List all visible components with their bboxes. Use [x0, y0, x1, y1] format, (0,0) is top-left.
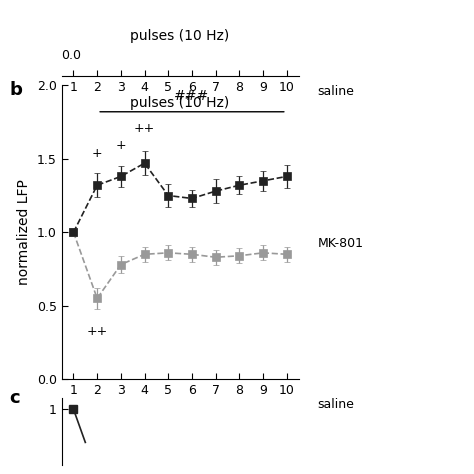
Text: c: c: [9, 389, 20, 407]
Text: saline: saline: [318, 398, 355, 411]
Text: saline: saline: [318, 85, 355, 98]
Text: b: b: [9, 81, 22, 99]
Text: pulses (10 Hz): pulses (10 Hz): [130, 28, 230, 43]
Text: ###: ###: [174, 89, 210, 103]
Text: ++: ++: [134, 122, 155, 135]
Text: MK-801: MK-801: [318, 237, 364, 250]
Text: +: +: [92, 146, 102, 160]
Text: ++: ++: [87, 325, 108, 338]
X-axis label: pulses (10 Hz): pulses (10 Hz): [130, 97, 230, 110]
Text: 0.0: 0.0: [62, 49, 82, 62]
X-axis label: pulses (20 Hz): pulses (20 Hz): [130, 402, 230, 417]
Y-axis label: normalized LFP: normalized LFP: [17, 179, 31, 285]
Text: +: +: [116, 139, 126, 152]
